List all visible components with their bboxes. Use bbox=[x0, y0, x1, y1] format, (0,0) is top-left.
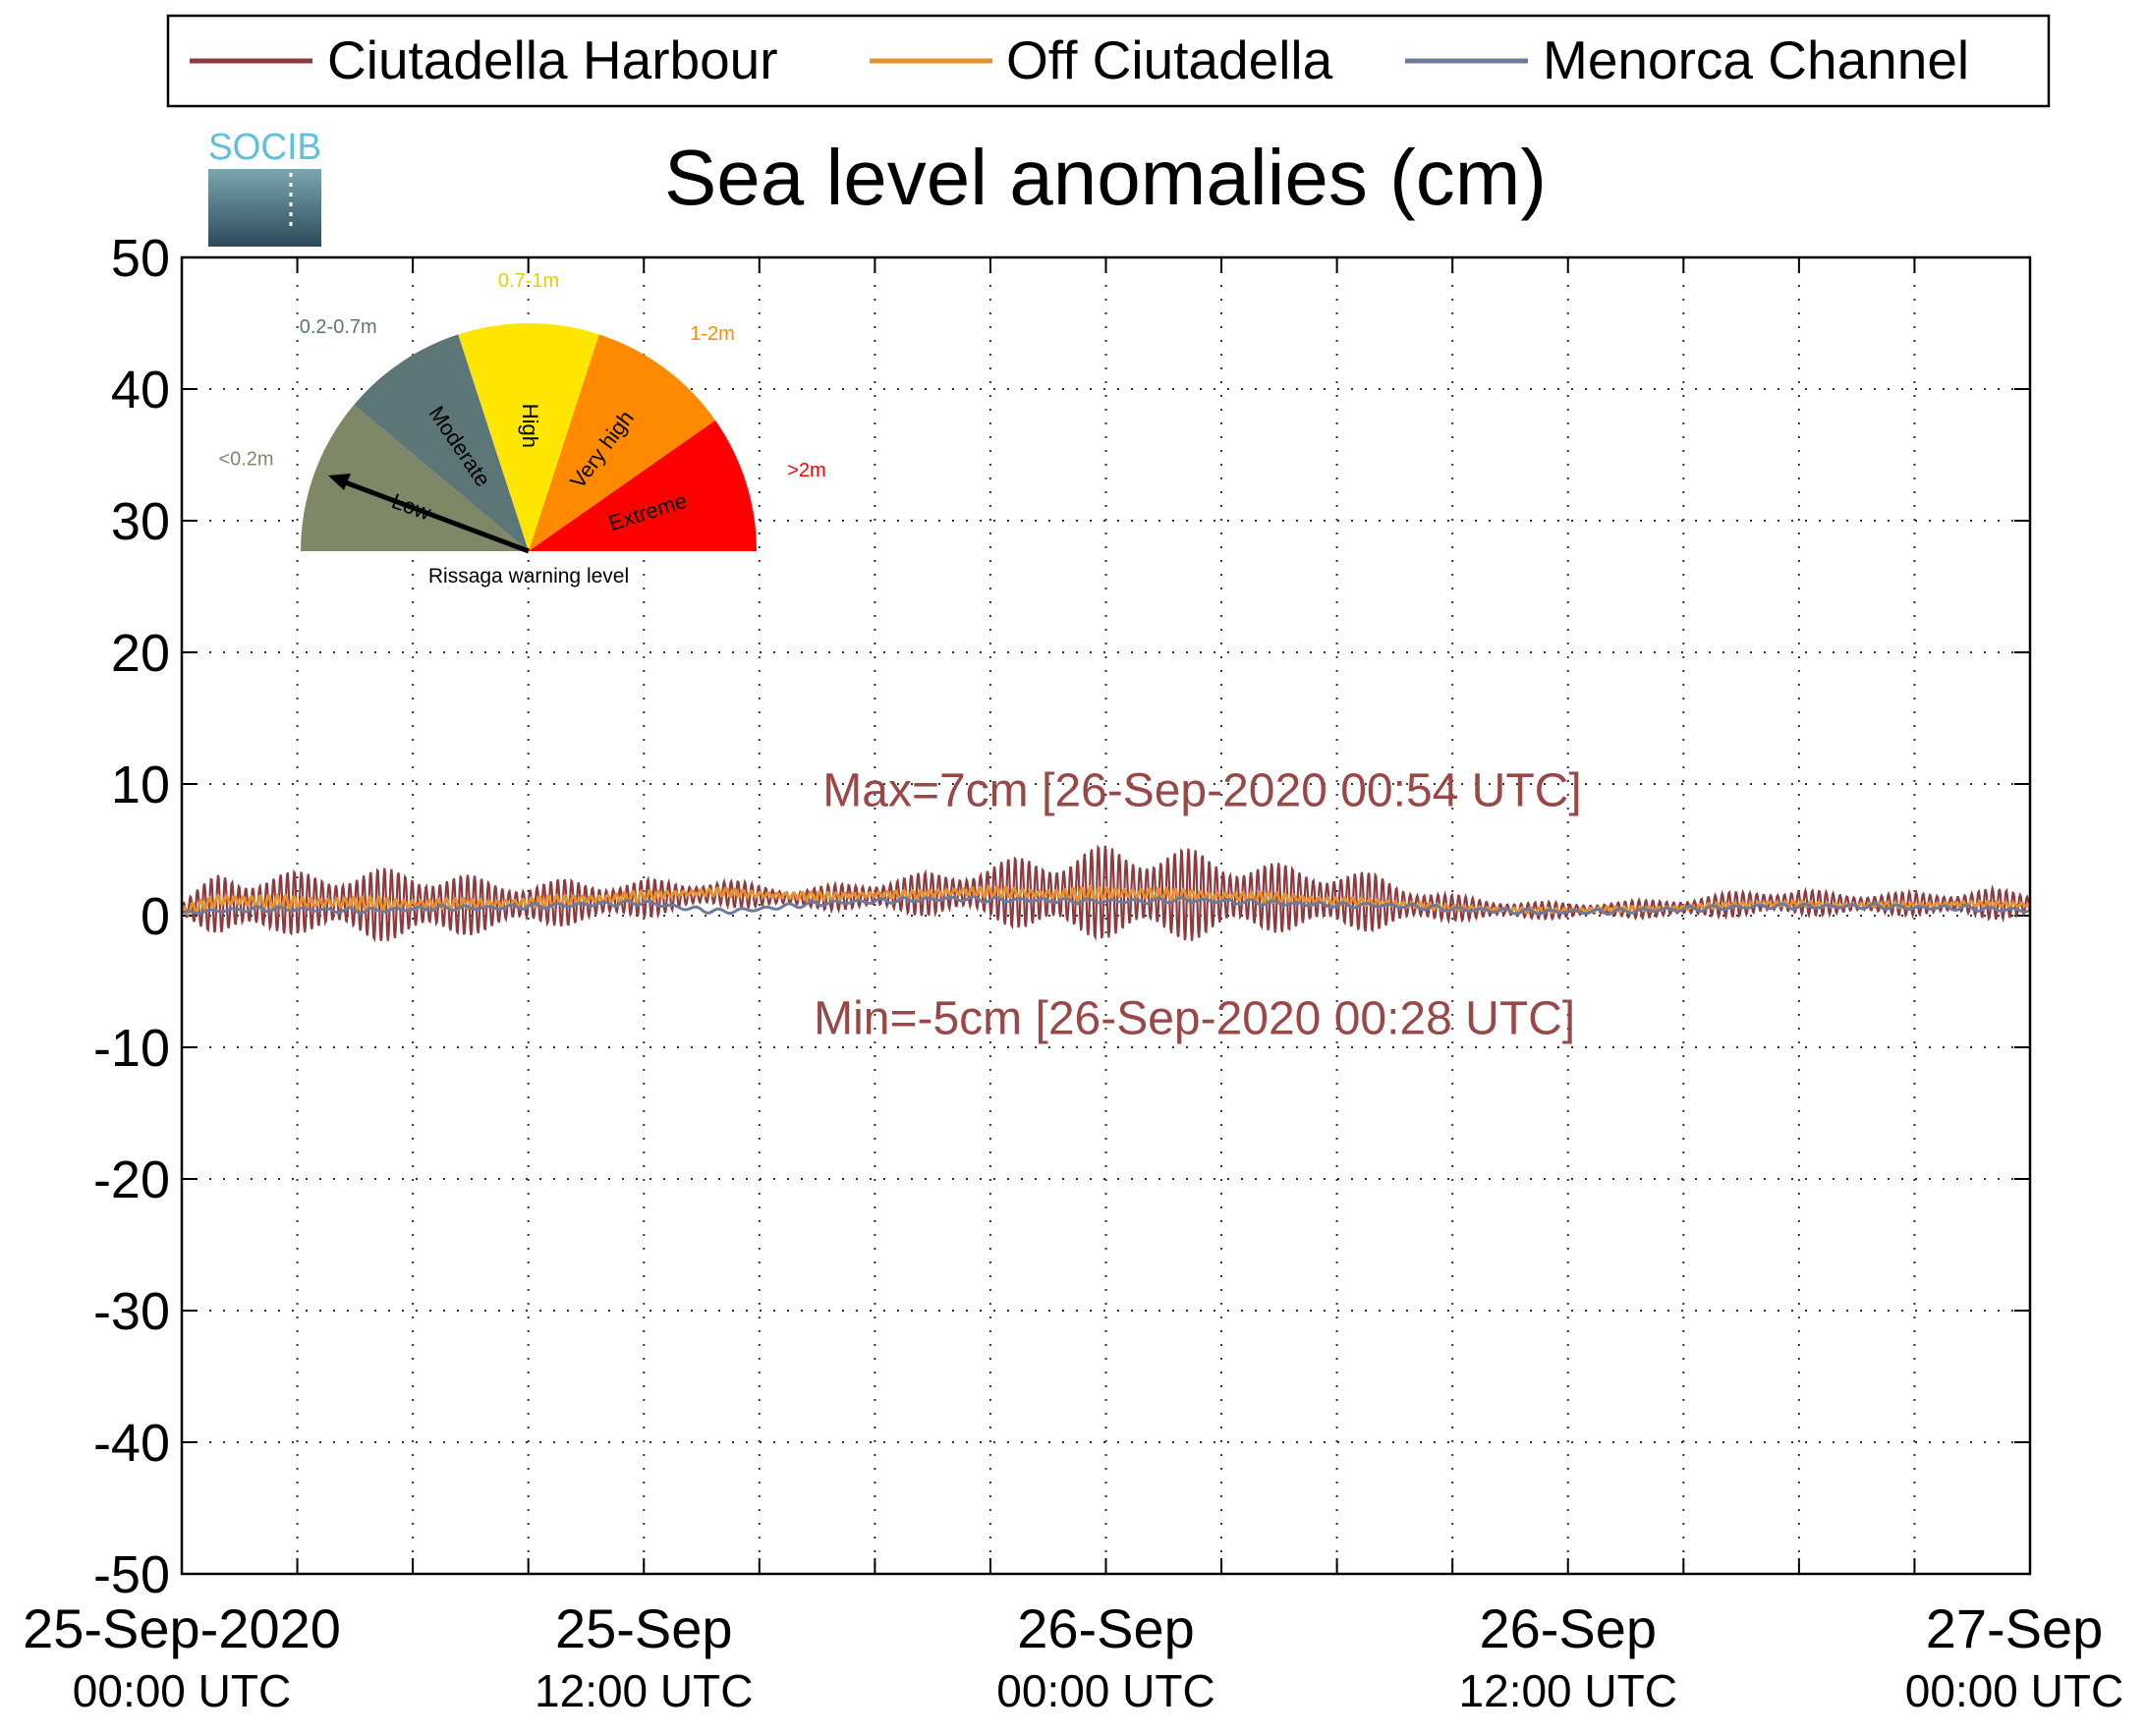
y-tick-label: 20 bbox=[111, 624, 170, 683]
gauge-range-moderate: 0.2-0.7m bbox=[300, 316, 377, 338]
legend: Ciutadella Harbour Off Ciutadella Menorc… bbox=[166, 14, 2051, 108]
x-tick-label-date: 27-Sep bbox=[1926, 1597, 2104, 1659]
x-tick-label-time: 00:00 UTC bbox=[1905, 1665, 2123, 1716]
y-tick-label: 40 bbox=[111, 361, 170, 420]
series-off-ciutadella bbox=[180, 884, 2031, 917]
logo-gradient-block bbox=[208, 169, 321, 247]
x-tick-label-time: 12:00 UTC bbox=[535, 1665, 753, 1716]
x-tick-label-time: 00:00 UTC bbox=[996, 1665, 1214, 1716]
min-annotation: Min=-5cm [26-Sep-2020 00:28 UTC] bbox=[814, 993, 1575, 1045]
legend-box bbox=[166, 14, 2051, 108]
y-tick-label: 30 bbox=[111, 492, 170, 551]
socib-logo: SOCIB bbox=[208, 127, 321, 247]
legend-label-menorca-channel: Menorca Channel bbox=[1543, 29, 1969, 90]
series-menorca-channel bbox=[181, 895, 2031, 917]
logo-text: SOCIB bbox=[208, 127, 321, 168]
x-tick-label-time: 12:00 UTC bbox=[1459, 1665, 1677, 1716]
y-tick-label: -10 bbox=[93, 1019, 170, 1078]
y-tick-label: 10 bbox=[111, 756, 170, 814]
x-axis-labels: 25-Sep-2020 00:00 UTC 25-Sep 12:00 UTC 26-Se… bbox=[23, 1597, 2123, 1716]
gauge-range-high: 0.7-1m bbox=[498, 270, 559, 292]
y-tick-label: -30 bbox=[93, 1282, 170, 1341]
chart-title: Sea level anomalies (cm) bbox=[664, 134, 1547, 221]
gauge-sector-moderate bbox=[354, 334, 529, 551]
plot-frame bbox=[180, 255, 2032, 1576]
gauge-range-low: <0.2m bbox=[218, 449, 273, 471]
gauge-sectors bbox=[301, 323, 757, 551]
y-tick-label: -40 bbox=[93, 1414, 170, 1473]
x-tick-label-time: 00:00 UTC bbox=[73, 1665, 291, 1716]
y-tick-label: 0 bbox=[141, 887, 170, 946]
x-tick-label-date: 26-Sep bbox=[1017, 1597, 1195, 1659]
legend-label-off-ciutadella: Off Ciutadella bbox=[1006, 29, 1333, 90]
x-tick-label-date: 25-Sep-2020 bbox=[23, 1597, 341, 1659]
series-layer bbox=[180, 844, 2032, 943]
y-tick-label: -50 bbox=[93, 1545, 170, 1604]
gauge-sector-low bbox=[301, 404, 529, 551]
gauge-caption: Rissaga warning level bbox=[428, 565, 629, 588]
y-tick-label: 50 bbox=[111, 229, 170, 288]
x-tick-label-date: 25-Sep bbox=[555, 1597, 733, 1659]
annotations: Max=7cm [26-Sep-2020 00:54 UTC] Min=-5cm … bbox=[814, 765, 1582, 1045]
gauge-sector-very-high bbox=[529, 334, 715, 551]
gauge-sector-high bbox=[458, 323, 599, 551]
legend-label-ciutadella-harbour: Ciutadella Harbour bbox=[327, 29, 778, 90]
series-ciutadella-harbour bbox=[180, 844, 2032, 943]
gauge-sector-label-high: High bbox=[518, 404, 542, 448]
gauge-range-extreme: >2m bbox=[787, 460, 825, 481]
max-annotation: Max=7cm [26-Sep-2020 00:54 UTC] bbox=[822, 765, 1581, 817]
gauge-sector-extreme bbox=[529, 420, 757, 551]
gauge-range-very-high: 1-2m bbox=[690, 323, 735, 345]
gauge-needle-arrowhead bbox=[328, 474, 351, 490]
gauge-needle bbox=[339, 477, 530, 554]
x-tick-label-date: 26-Sep bbox=[1479, 1597, 1657, 1659]
y-axis-labels: -50 -40 -30 -20 -10 0 10 20 30 40 50 bbox=[93, 229, 170, 1604]
y-tick-label: -20 bbox=[93, 1150, 170, 1209]
